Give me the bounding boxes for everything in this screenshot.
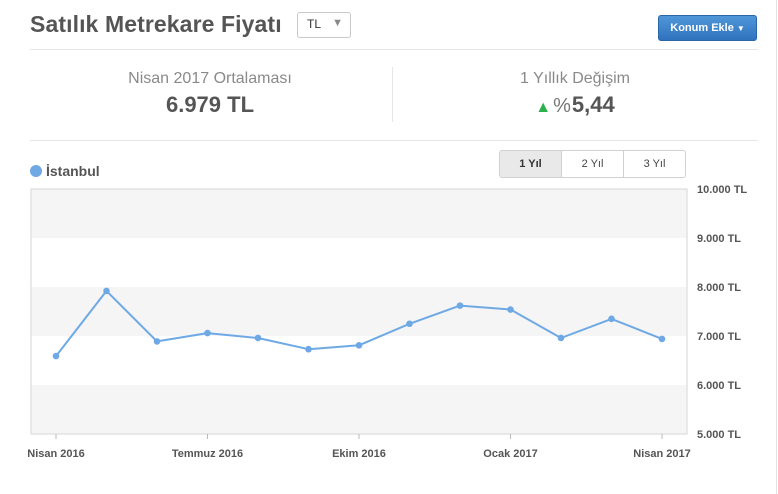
- y-tick-label: 9.000 TL: [697, 233, 741, 245]
- chart-legend: İstanbul: [30, 163, 100, 179]
- add-location-button[interactable]: Konum Ekle ▼: [658, 15, 757, 41]
- y-tick-label: 6.000 TL: [697, 380, 741, 392]
- data-point: [406, 320, 413, 328]
- stats-divider-bottom: [30, 140, 758, 141]
- y-tick-label: 8.000 TL: [697, 282, 741, 294]
- change-label: 1 Yıllık Değişim: [520, 70, 630, 87]
- data-point: [103, 287, 110, 295]
- data-point: [557, 334, 565, 342]
- data-point: [254, 334, 262, 342]
- data-point: [355, 342, 363, 349]
- add-location-label: Konum Ekle: [670, 22, 734, 34]
- chart-band: [31, 238, 687, 287]
- data-point: [507, 306, 514, 313]
- up-arrow-icon: ▲: [535, 99, 552, 116]
- chevron-down-icon: ▼: [332, 17, 343, 29]
- x-tick-label: Nisan 2017: [633, 448, 690, 460]
- range-tab-3-yil[interactable]: 3 Yıl: [624, 151, 685, 177]
- data-point: [608, 315, 615, 323]
- caret-down-icon: ▼: [736, 24, 745, 33]
- data-point: [52, 352, 60, 360]
- change-value: 5,44: [571, 92, 615, 117]
- change-value-group: ▲ %5,44: [445, 92, 705, 118]
- currency-select-value: TL: [307, 17, 322, 31]
- y-tick-label: 10.000 TL: [697, 184, 747, 196]
- data-point: [204, 329, 211, 337]
- chart-band: [31, 287, 687, 336]
- data-point: [153, 338, 161, 345]
- x-tick-label: Ekim 2016: [332, 448, 386, 460]
- data-point: [658, 335, 666, 343]
- x-tick-label: Ocak 2017: [483, 448, 537, 460]
- x-tick-label: Temmuz 2016: [172, 448, 243, 460]
- range-tabs: 1 Yıl 2 Yıl 3 Yıl: [499, 150, 686, 178]
- range-tab-1-yil[interactable]: 1 Yıl: [500, 151, 562, 177]
- average-label: Nisan 2017 Ortalaması: [128, 70, 292, 87]
- legend-dot-icon: [30, 165, 42, 177]
- data-point: [456, 302, 464, 309]
- range-tab-2-yil[interactable]: 2 Yıl: [562, 151, 624, 177]
- header-divider: [30, 49, 758, 50]
- percent-symbol: %: [553, 95, 571, 117]
- y-tick-label: 7.000 TL: [697, 331, 741, 343]
- chart-band: [31, 189, 687, 238]
- data-point: [305, 345, 312, 353]
- chart-band: [31, 385, 687, 434]
- average-value: 6.979 TL: [165, 92, 255, 117]
- legend-label: İstanbul: [46, 163, 100, 179]
- y-tick-label: 5.000 TL: [697, 429, 741, 441]
- x-tick-label: Nisan 2016: [27, 448, 84, 460]
- page-title: Satılık Metrekare Fiyatı: [30, 11, 282, 37]
- currency-select[interactable]: TL ▼: [297, 12, 351, 38]
- stats-divider: [392, 67, 393, 122]
